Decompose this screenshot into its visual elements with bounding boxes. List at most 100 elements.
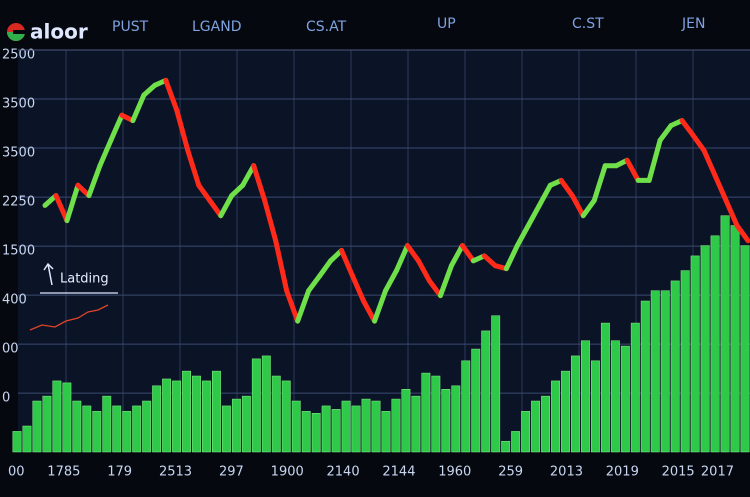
y-tick-label: 2500	[2, 48, 35, 63]
volume-bar	[620, 345, 630, 453]
volume-bar	[371, 400, 381, 453]
price-segment	[229, 182, 246, 199]
volume-bar	[600, 322, 610, 453]
price-segment	[108, 112, 125, 143]
y-tick-label: 1500	[2, 244, 35, 259]
price-segment	[415, 258, 432, 284]
volume-bar	[281, 380, 291, 453]
volume-bar	[62, 382, 72, 453]
price-segment	[240, 163, 257, 188]
volume-bar	[650, 290, 660, 453]
volume-bar	[32, 400, 42, 453]
menu-item[interactable]: CS.AT	[306, 19, 347, 35]
menu-item[interactable]: LGAND	[192, 19, 241, 35]
menu-item[interactable]: PUST	[112, 19, 149, 35]
volume-bar	[521, 411, 531, 453]
x-tick-label: 2140	[327, 465, 360, 480]
price-segment	[525, 202, 542, 229]
logo: aloor	[30, 20, 88, 44]
volume-bar	[421, 372, 431, 453]
menu-item[interactable]: JEN	[681, 16, 705, 32]
menu-item[interactable]: UP	[437, 16, 456, 32]
volume-bar	[152, 385, 162, 453]
volume-bar	[491, 315, 501, 453]
volume-bar	[610, 340, 620, 453]
price-segment	[207, 198, 224, 219]
y-tick-label: 2250	[2, 195, 35, 210]
volume-bar	[22, 425, 32, 453]
x-tick-label: 2017	[701, 465, 734, 480]
volume-bar	[261, 355, 271, 453]
price-segment	[251, 163, 268, 204]
price-segment	[591, 163, 608, 204]
volume-bar	[391, 398, 401, 453]
x-tick-label: 297	[219, 465, 244, 480]
price-segment	[295, 288, 312, 324]
volume-bar	[640, 300, 650, 453]
volume-bar	[212, 370, 221, 453]
volume-bar	[192, 375, 201, 453]
y-tick-label: 400	[2, 293, 27, 308]
volume-bar	[551, 380, 560, 453]
volume-bar	[122, 411, 132, 453]
volume-bar	[541, 395, 550, 453]
price-segment	[426, 278, 443, 299]
volume-bar	[481, 330, 491, 453]
price-segment	[459, 243, 476, 264]
x-tick-label: 1960	[438, 465, 471, 480]
volume-bar	[102, 395, 112, 453]
volume-bar	[172, 380, 181, 453]
price-segment	[437, 263, 454, 299]
x-tick-label: 179	[107, 465, 132, 480]
volume-bar	[162, 378, 172, 453]
volume-bar	[581, 340, 590, 453]
volume-bar	[241, 395, 251, 453]
price-segment	[701, 148, 718, 179]
price-segment	[306, 273, 323, 294]
volume-bar	[202, 380, 211, 453]
x-tick-label: 2144	[382, 465, 415, 480]
x-tick-label: 259	[498, 465, 523, 480]
annotation-label: Latding	[60, 272, 109, 287]
volume-bar	[182, 370, 191, 453]
volume-bar	[291, 400, 301, 453]
y-tick-label: 3500	[2, 146, 35, 161]
x-tick-label: 00	[8, 465, 25, 480]
price-segment	[569, 193, 586, 219]
volume-bar	[301, 411, 311, 453]
volume-bar	[571, 355, 580, 453]
volume-bar	[341, 400, 351, 453]
price-segment	[404, 243, 421, 264]
volume-bar	[311, 413, 321, 453]
volume-bar	[700, 245, 710, 453]
volume-bar	[72, 400, 82, 453]
volume-bar	[132, 405, 142, 453]
price-segment	[679, 118, 696, 138]
annotation	[29, 262, 118, 331]
volume-bar	[590, 360, 600, 453]
menu-item[interactable]: C.ST	[572, 16, 604, 32]
price-segment	[372, 288, 389, 324]
volume-bar	[471, 348, 481, 453]
logo-icon	[7, 23, 27, 41]
volume-bar	[381, 411, 391, 453]
volume-bar	[451, 385, 461, 453]
x-tick-label: 1785	[47, 465, 80, 480]
volume-bar	[42, 395, 52, 453]
volume-bar	[680, 270, 690, 453]
volume-bar	[660, 290, 670, 453]
x-tick-label: 2513	[159, 465, 192, 480]
volume-bar	[271, 375, 281, 453]
volume-bar	[431, 375, 441, 453]
price-segment	[394, 243, 410, 274]
volume-bar	[411, 395, 421, 453]
volume-bar	[720, 215, 730, 453]
y-tick-label: 00	[2, 342, 19, 357]
price-segment	[86, 163, 103, 199]
volume-bar	[92, 411, 102, 453]
volume-bar	[361, 398, 371, 453]
volume-bar	[441, 388, 451, 453]
x-tick-label: 2013	[550, 465, 583, 480]
volume-bar	[670, 280, 680, 453]
volume-bar	[82, 405, 92, 453]
